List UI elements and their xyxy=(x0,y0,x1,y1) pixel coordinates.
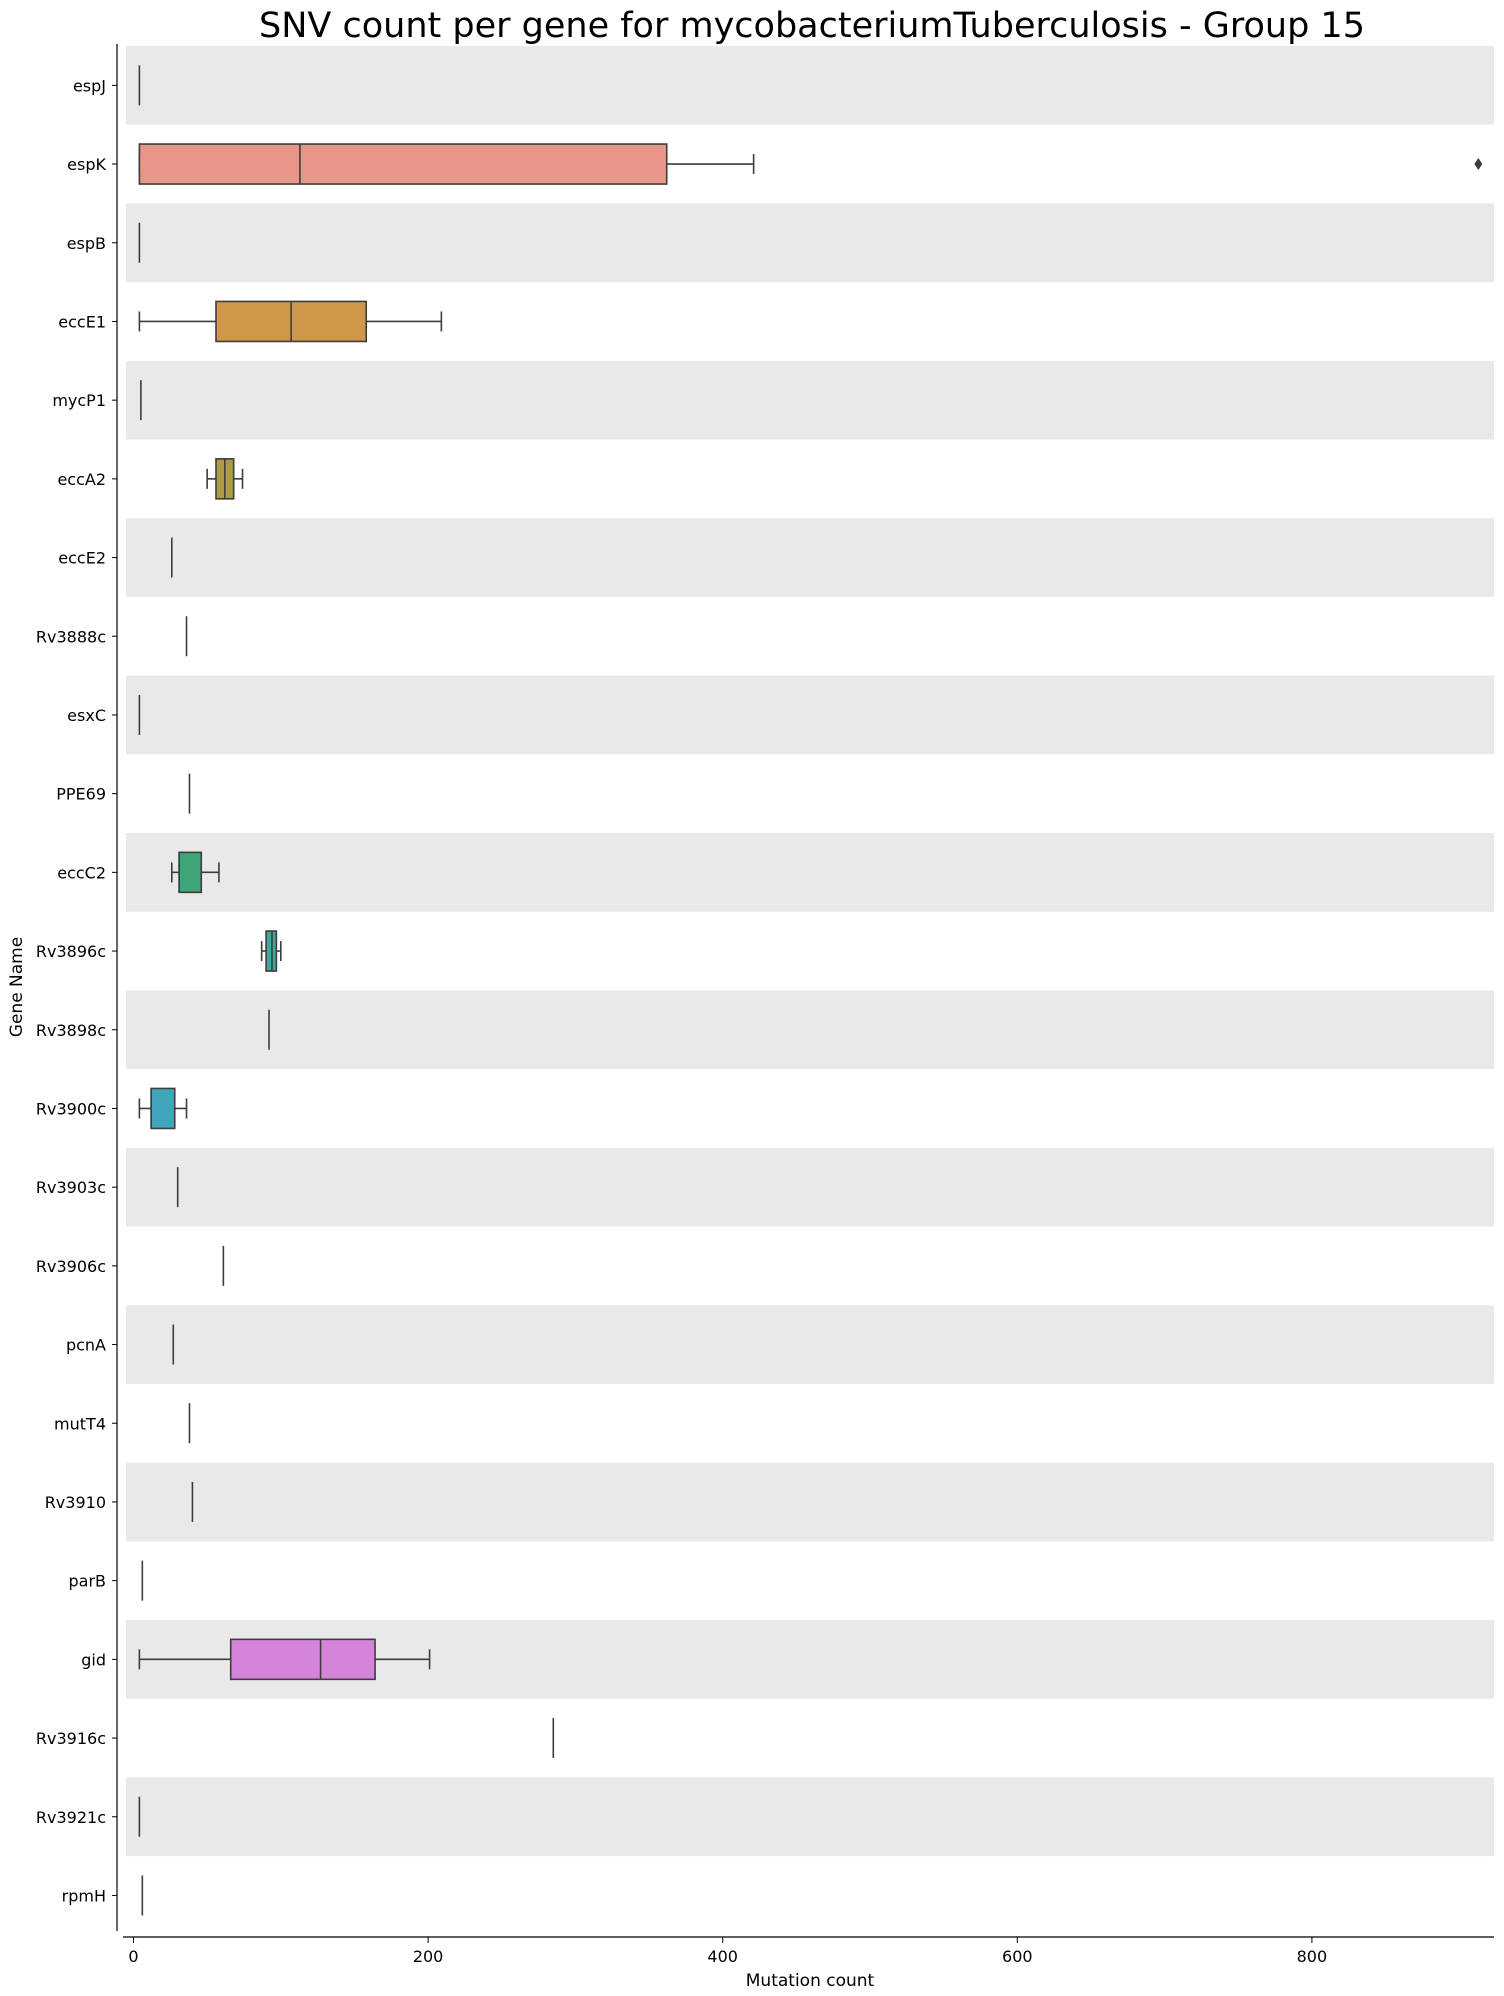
y-tick-label-eccE2: eccE2 xyxy=(58,549,106,568)
y-tick-label-eccA2: eccA2 xyxy=(57,470,106,489)
y-tick-label-Rv3906c: Rv3906c xyxy=(36,1257,106,1276)
y-tick-label-Rv3921c: Rv3921c xyxy=(36,1808,106,1827)
y-tick-label-Rv3896c: Rv3896c xyxy=(36,942,106,961)
box-Rv3896c xyxy=(260,930,282,972)
x-tick-label-200: 200 xyxy=(413,1947,444,1966)
y-tick-label-mycP1: mycP1 xyxy=(52,391,106,410)
x-tick-label-0: 0 xyxy=(128,1947,138,1966)
y-tick-label-PPE69: PPE69 xyxy=(56,785,106,804)
iqr-box-espK xyxy=(138,143,668,185)
row-stripe-eccE2 xyxy=(126,518,1494,597)
row-stripe-espJ xyxy=(126,46,1494,125)
y-tick-label-eccE1: eccE1 xyxy=(58,312,106,331)
row-stripe-eccC2 xyxy=(126,833,1494,912)
box-eccE1 xyxy=(138,300,443,343)
x-axis-label: Mutation count xyxy=(746,1971,875,1991)
x-tick-label-600: 600 xyxy=(1002,1947,1033,1966)
iqr-box-gid xyxy=(229,1638,376,1681)
box-eccA2 xyxy=(206,458,244,500)
outlier-espK-0 xyxy=(1474,158,1483,171)
box-gid xyxy=(138,1638,431,1681)
y-tick-label-eccC2: eccC2 xyxy=(57,863,106,882)
y-tick-label-espK: espK xyxy=(67,155,106,174)
y-tick-label-espB: espB xyxy=(67,234,106,253)
y-axis-label: Gene Name xyxy=(7,937,27,1037)
box-eccC2 xyxy=(170,851,220,894)
y-tick-label-parB: parB xyxy=(68,1572,106,1591)
row-stripe-espB xyxy=(126,203,1494,283)
row-stripe-Rv3903c xyxy=(126,1147,1494,1227)
y-tick-label-Rv3900c: Rv3900c xyxy=(36,1099,106,1118)
y-tick-label-rpmH: rpmH xyxy=(62,1886,106,1905)
y-tick-label-pcnA: pcnA xyxy=(66,1336,106,1355)
y-tick-label-esxC: esxC xyxy=(67,706,106,725)
y-tick-label-espJ: espJ xyxy=(73,76,106,95)
iqr-box-eccC2 xyxy=(178,851,203,894)
y-tick-label-mutT4: mutT4 xyxy=(54,1414,106,1433)
y-tick-label-Rv3898c: Rv3898c xyxy=(36,1021,106,1040)
chart-title: SNV count per gene for mycobacteriumTube… xyxy=(259,6,1365,46)
row-stripe-pcnA xyxy=(126,1305,1494,1384)
row-stripes xyxy=(126,46,1494,1857)
y-tick-label-Rv3910: Rv3910 xyxy=(45,1493,106,1512)
iqr-box-Rv3900c xyxy=(150,1087,176,1130)
y-tick-labels: espJ espK espB eccE1 mycP1 eccA2 eccE2 Rv3888c e… xyxy=(36,76,117,1905)
row-stripe-Rv3910 xyxy=(126,1462,1494,1542)
y-tick-label-Rv3903c: Rv3903c xyxy=(36,1178,106,1197)
y-tick-label-Rv3888c: Rv3888c xyxy=(36,627,106,646)
box-Rv3900c xyxy=(138,1087,188,1130)
box-plots xyxy=(138,65,1483,1916)
box-espK xyxy=(138,143,1483,185)
row-stripe-mycP1 xyxy=(126,360,1494,440)
row-stripe-esxC xyxy=(126,675,1494,755)
x-tick-label-800: 800 xyxy=(1297,1947,1328,1966)
x-ticks: 0 200 400 600 800 xyxy=(128,1937,1327,1966)
y-tick-label-Rv3916c: Rv3916c xyxy=(36,1729,106,1748)
y-tick-label-gid: gid xyxy=(81,1650,106,1669)
row-stripe-Rv3898c xyxy=(126,990,1494,1070)
row-stripe-Rv3921c xyxy=(126,1777,1494,1857)
x-tick-label-400: 400 xyxy=(707,1947,738,1966)
